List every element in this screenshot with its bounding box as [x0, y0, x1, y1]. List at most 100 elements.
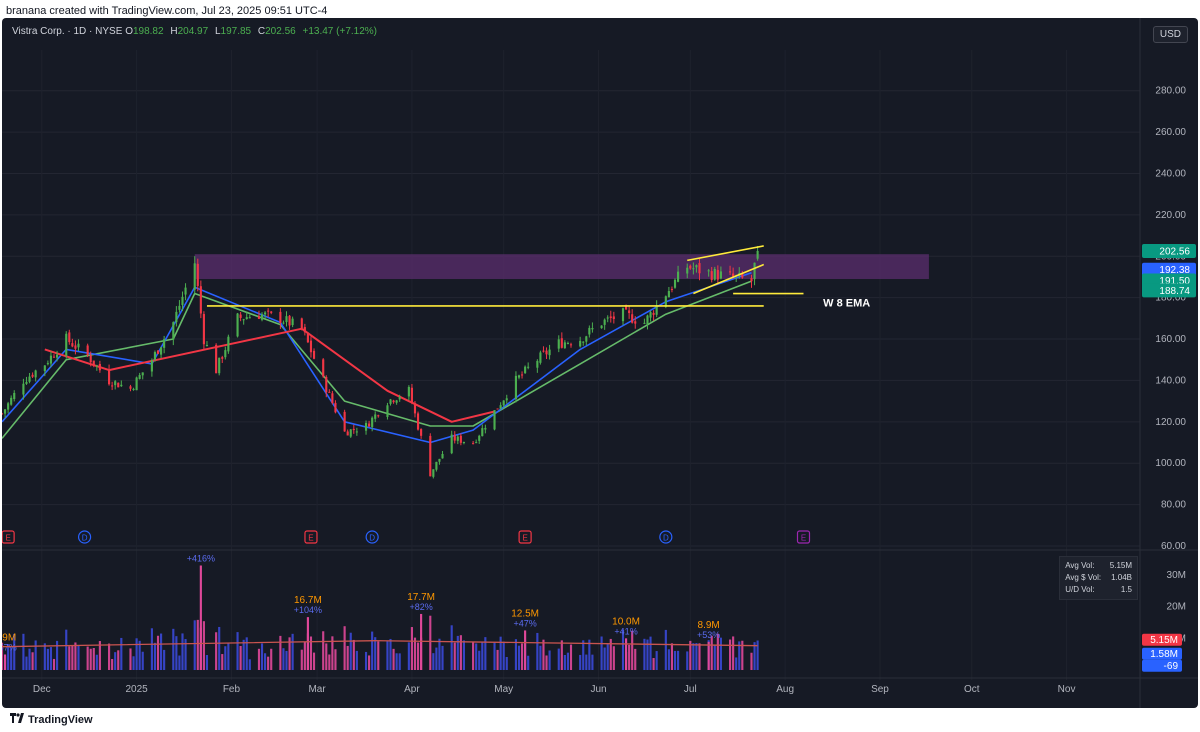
volume-bar [621, 629, 625, 670]
volume-bar [398, 653, 401, 670]
tradingview-brand[interactable]: TradingView [10, 713, 93, 726]
candle-body [545, 350, 548, 355]
time-tick-label: May [494, 684, 513, 695]
volume-bar [65, 629, 68, 670]
candle-body [557, 339, 560, 349]
candle-body [667, 291, 670, 298]
volume-bar [582, 640, 585, 670]
volume-bar [92, 647, 95, 670]
volume-bar [193, 620, 196, 670]
volume-bar [646, 639, 649, 670]
footer: TradingView [0, 708, 1200, 732]
candle-body [160, 347, 163, 355]
volume-bar [205, 655, 209, 670]
candle-body [524, 366, 527, 374]
volume-bar [282, 648, 285, 670]
price-tag-label: 188.74 [1159, 286, 1190, 297]
price-tick-label: 80.00 [1161, 500, 1186, 511]
volume-bar [738, 641, 741, 670]
volume-callout-value: 17.7M [407, 592, 435, 603]
volume-bar [239, 646, 242, 670]
candle-body [368, 423, 371, 427]
volume-bar [750, 652, 753, 670]
volume-bar [545, 655, 548, 670]
change-value: +13.47 (+7.12%) [302, 26, 378, 37]
volume-bar [303, 641, 306, 670]
time-tick-label: Mar [308, 684, 326, 695]
candle-body [309, 340, 313, 353]
volume-bar [215, 632, 218, 670]
candle-body [178, 305, 181, 310]
volume-bar [374, 637, 377, 670]
candle-body [306, 332, 309, 343]
candle-body [673, 279, 677, 288]
volume-callout-value: 4.9M [2, 632, 16, 643]
volume-bar [634, 648, 637, 670]
candle-body [484, 427, 487, 430]
volume-bar [563, 655, 566, 670]
price-tick-label: 60.00 [1161, 541, 1186, 552]
currency-button[interactable]: USD [1152, 26, 1188, 43]
volume-bar [710, 635, 713, 670]
stats-label: Avg Vol: [1065, 561, 1095, 570]
volume-bar [346, 645, 349, 670]
candle-body [279, 311, 282, 323]
candle-body [716, 269, 719, 280]
candle-body [563, 342, 566, 349]
candle-body [459, 435, 462, 443]
candle-body [591, 328, 594, 330]
volume-bar [539, 645, 542, 670]
candle-body [34, 370, 37, 378]
candle-body [156, 350, 160, 354]
candle-body [634, 321, 637, 324]
candle-body [95, 365, 98, 367]
volume-bar [355, 650, 358, 670]
candle-body [364, 422, 368, 431]
candle-body [756, 250, 759, 259]
volume-bar [132, 656, 135, 670]
volume-bar [120, 637, 123, 670]
candle-body [328, 391, 331, 393]
volume-bar [389, 638, 392, 670]
candle-body [138, 375, 141, 379]
price-tag-label: 192.38 [1159, 265, 1190, 276]
volume-bar [242, 639, 245, 670]
volume-bar [655, 651, 658, 670]
volume-bar [377, 641, 380, 670]
candle-body [77, 343, 80, 348]
volume-bar [98, 641, 101, 670]
candle-body [600, 325, 603, 329]
volume-callout-value: 10.0M [612, 616, 640, 627]
event-marker: E [518, 530, 532, 544]
volume-bar [221, 654, 224, 670]
candle-body [429, 435, 432, 477]
candle-body [132, 388, 135, 390]
volume-bar [735, 657, 738, 670]
volume-bar [349, 632, 352, 670]
volume-spike-bar [707, 641, 710, 670]
moving-average-line [44, 327, 495, 423]
candle-body [603, 319, 606, 325]
chart-area[interactable]: 60.00 80.00 100.00 120.00 140.00 160.00 180.00… [2, 18, 1198, 708]
volume-bar [52, 658, 56, 670]
candle-body [184, 287, 187, 295]
event-marker: D [77, 530, 92, 544]
candle-body [98, 363, 101, 371]
candle-body [542, 350, 545, 352]
volume-bar [291, 633, 294, 670]
volume-bar [260, 643, 264, 670]
volume-bar [741, 640, 744, 670]
candle-body [224, 350, 227, 358]
volume-bar [462, 640, 466, 670]
candle-body [260, 314, 264, 320]
candle-body [514, 375, 518, 399]
chart-svg[interactable]: 60.00 80.00 100.00 120.00 140.00 160.00 180.00… [2, 18, 1198, 708]
top-bar: branana created with TradingView.com, Ju… [0, 0, 1200, 22]
volume-bar [267, 656, 270, 670]
candle-body [441, 454, 444, 459]
candle-body [3, 409, 7, 414]
candle-body [150, 360, 153, 372]
time-tick-label: Feb [223, 684, 241, 695]
volume-tick-label: 20M [1167, 602, 1186, 613]
volume-bar [175, 636, 178, 670]
